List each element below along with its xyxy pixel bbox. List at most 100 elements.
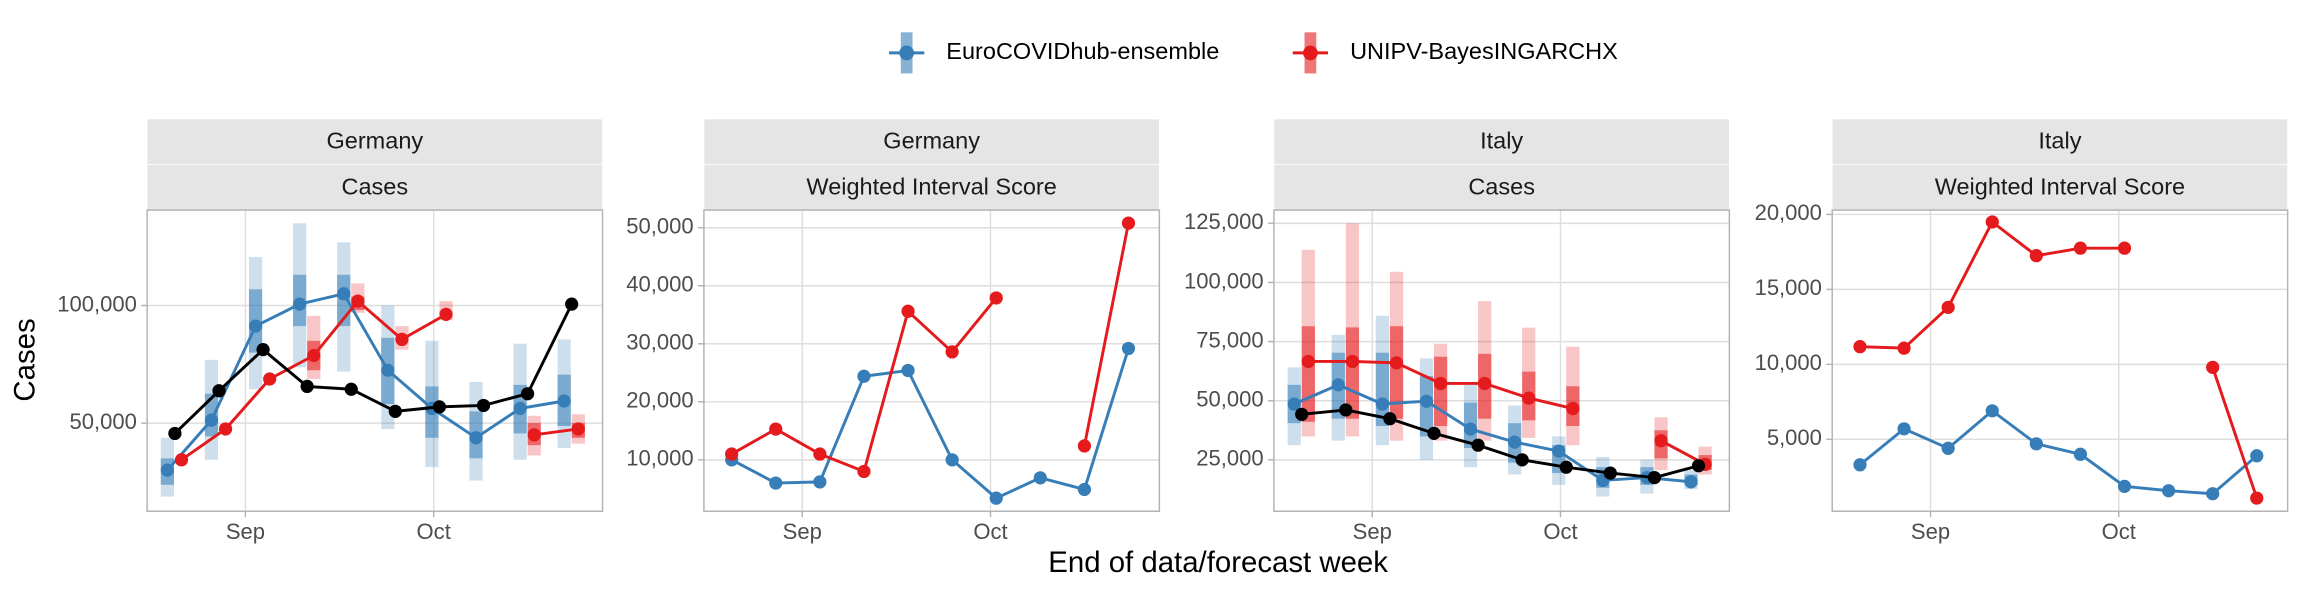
- data-point: [1691, 459, 1706, 473]
- data-point: [813, 447, 827, 461]
- data-point: [1654, 434, 1668, 448]
- x-tick-label: Oct: [1543, 519, 1577, 544]
- panel-border: [703, 209, 1161, 512]
- data-point: [725, 447, 739, 461]
- y-tick-label: 15,000: [1755, 275, 1822, 300]
- data-point: [476, 398, 491, 413]
- strip-background: [703, 164, 1160, 211]
- series-line: [1859, 408, 2258, 496]
- data-point: [769, 476, 783, 490]
- data-point: [1647, 470, 1662, 485]
- data-point: [1121, 341, 1136, 356]
- data-point: [1941, 300, 1955, 314]
- panel-border: [1273, 209, 1731, 512]
- y-tick-label: 50,000: [1196, 387, 1263, 412]
- data-point: [1684, 475, 1698, 489]
- data-point: [432, 400, 447, 414]
- data-point: [1433, 376, 1448, 391]
- data-point: [1375, 397, 1390, 411]
- strip-label: Cases: [342, 173, 409, 199]
- data-point: [1897, 422, 1911, 436]
- data-point: [2206, 360, 2220, 374]
- data-point: [2250, 491, 2264, 505]
- strip-label: Germany: [883, 128, 980, 154]
- data-point: [813, 475, 827, 489]
- y-tick-label: 30,000: [626, 330, 693, 355]
- series-line: [1301, 408, 1699, 480]
- inner-interval: [1389, 326, 1404, 419]
- data-point: [1559, 460, 1573, 474]
- data-point: [1345, 354, 1360, 369]
- y-tick-label: 10,000: [1755, 350, 1822, 375]
- inner-interval: [1301, 326, 1315, 422]
- x-tick-label: Oct: [973, 519, 1007, 544]
- y-tick-label: 40,000: [626, 272, 693, 297]
- series-line: [2211, 366, 2259, 499]
- data-point: [1287, 397, 1301, 411]
- data-point: [527, 428, 541, 442]
- data-point: [1295, 407, 1309, 421]
- data-point: [307, 348, 321, 363]
- data-point: [168, 426, 182, 441]
- data-point: [1552, 444, 1566, 458]
- data-point: [1339, 403, 1353, 417]
- panel-border: [146, 209, 604, 512]
- data-point: [989, 491, 1003, 505]
- strip-label: Cases: [1468, 173, 1535, 199]
- data-point: [1033, 471, 1047, 485]
- data-point: [1566, 401, 1580, 416]
- data-point: [1985, 215, 1999, 229]
- series-line: [534, 427, 579, 437]
- data-point: [344, 382, 358, 396]
- data-point: [1897, 341, 1911, 355]
- strip-label: Weighted Interval Score: [1935, 173, 2185, 199]
- y-tick-label: 75,000: [1196, 327, 1263, 352]
- data-point: [1522, 391, 1536, 405]
- strip-background: [1831, 118, 2289, 165]
- data-point: [1508, 435, 1522, 449]
- x-tick-label: Sep: [1353, 519, 1392, 544]
- data-point: [1853, 340, 1867, 354]
- data-point: [1121, 216, 1136, 230]
- data-point: [218, 422, 233, 436]
- data-point: [2117, 479, 2132, 493]
- strip-background: [1273, 118, 1730, 165]
- series-line: [166, 292, 565, 472]
- panel-background: [147, 210, 603, 512]
- legend-dot: [899, 45, 914, 61]
- data-point: [300, 379, 314, 394]
- data-point: [337, 287, 351, 301]
- data-point: [2073, 447, 2088, 461]
- strip-label: Weighted Interval Score: [806, 173, 1056, 199]
- data-point: [1853, 458, 1867, 472]
- data-point: [174, 453, 189, 467]
- y-tick-label: 50,000: [626, 214, 693, 239]
- strip-background: [1831, 164, 2289, 211]
- y-tick-label: 125,000: [1184, 209, 1264, 234]
- x-tick-label: Sep: [783, 519, 822, 544]
- data-point: [1427, 426, 1441, 440]
- legend-label: UNIPV-BayesINGARCHX: [1350, 38, 1618, 64]
- strip-label: Germany: [327, 128, 424, 154]
- y-tick-label: 20,000: [626, 388, 693, 413]
- data-point: [901, 363, 915, 378]
- x-axis-title: End of data/forecast week: [1048, 546, 1388, 579]
- data-point: [989, 291, 1003, 305]
- data-point: [204, 413, 219, 427]
- data-point: [945, 453, 959, 467]
- data-point: [381, 363, 395, 377]
- data-point: [857, 369, 871, 383]
- series-line: [731, 347, 1130, 500]
- data-point: [351, 294, 365, 308]
- strip-label: Italy: [2038, 128, 2081, 154]
- data-point: [945, 345, 959, 359]
- data-point: [1985, 404, 1999, 418]
- data-point: [2161, 484, 2176, 498]
- data-point: [1463, 422, 1478, 436]
- y-tick-label: 50,000: [69, 409, 136, 434]
- data-point: [1941, 441, 1955, 455]
- y-tick-label: 10,000: [626, 446, 693, 471]
- data-point: [857, 464, 871, 479]
- series-line: [173, 303, 573, 435]
